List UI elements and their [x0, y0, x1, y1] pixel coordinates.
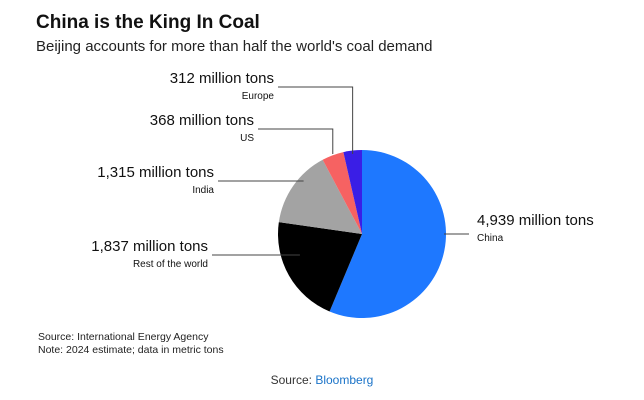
- slice-value-label-europe: 312 million tons: [170, 70, 274, 87]
- leader-line-us: [258, 128, 334, 154]
- slice-name-label-india: India: [192, 185, 214, 196]
- chart-card: China is the King In Coal Beijing accoun…: [22, 6, 622, 362]
- slice-value-label-china: 4,939 million tons: [477, 212, 594, 229]
- slice-value-label-us: 368 million tons: [150, 112, 254, 129]
- pie-slice-india: [278, 159, 362, 234]
- chart-footnotes: Source: International Energy Agency Note…: [38, 331, 224, 357]
- pie-slice-europe: [343, 150, 362, 234]
- pie-slice-china: [329, 150, 447, 318]
- leader-line-europe: [278, 86, 354, 154]
- pie-slice-rest-of-the-world: [278, 222, 362, 312]
- page-source-credit: Source: Bloomberg: [0, 373, 644, 387]
- page-source-prefix: Source:: [270, 373, 316, 387]
- slice-name-label-china: China: [477, 233, 504, 244]
- source-note: Source: International Energy Agency: [38, 331, 209, 343]
- bloomberg-link[interactable]: Bloomberg: [315, 373, 374, 387]
- pie-chart: 4,939 million tons China 1,837 million ton…: [91, 70, 594, 318]
- slice-name-label-rest-of-the-world: Rest of the world: [133, 259, 208, 270]
- chart-subtitle: Beijing accounts for more than half the …: [36, 38, 433, 55]
- chart-title: China is the King In Coal: [36, 12, 260, 33]
- slice-name-label-europe: Europe: [242, 91, 275, 102]
- slice-name-label-us: US: [240, 133, 254, 144]
- data-note: Note: 2024 estimate; data in metric tons: [38, 344, 224, 356]
- pie-slice-us: [322, 152, 362, 234]
- slice-value-label-india: 1,315 million tons: [97, 164, 214, 181]
- slice-value-label-rest-of-the-world: 1,837 million tons: [91, 238, 208, 255]
